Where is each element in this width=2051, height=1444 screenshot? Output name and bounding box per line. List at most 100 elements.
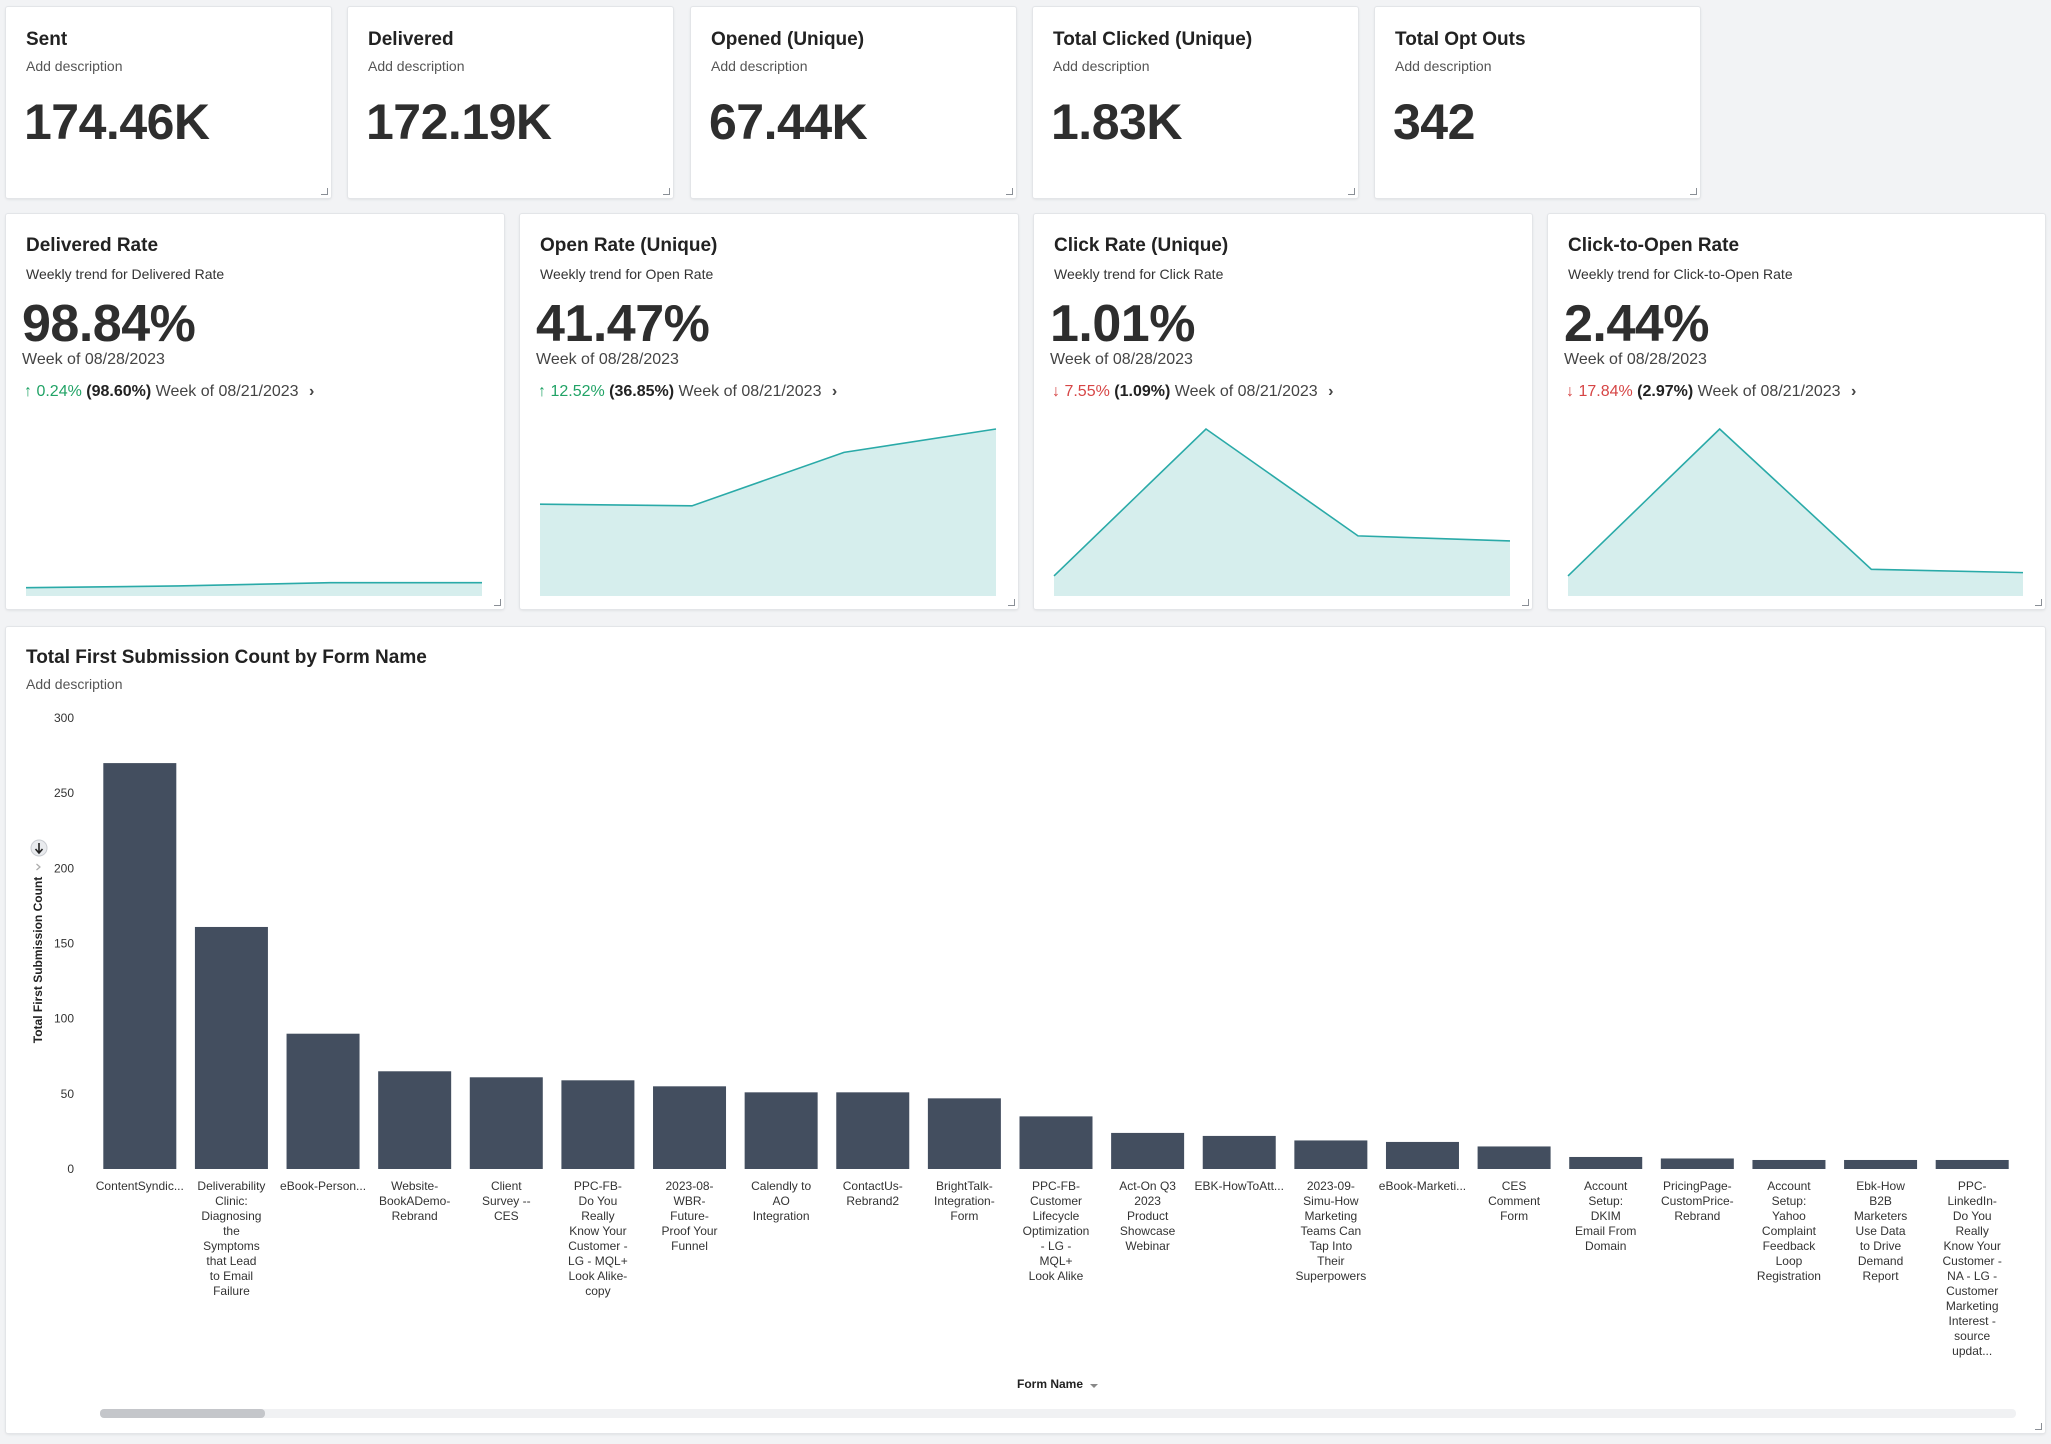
rate-previous-value: (36.85%) (609, 383, 675, 400)
resize-handle-icon[interactable] (321, 188, 328, 195)
kpi-value: 342 (1393, 94, 1475, 150)
kpi-title: Sent (26, 29, 68, 50)
rate-value: 1.01% (1050, 295, 1195, 353)
rate-card-click-to-open[interactable]: Click-to-Open Rate Weekly trend for Clic… (1548, 214, 2045, 609)
kpi-description[interactable]: Add description (1395, 58, 1492, 74)
chevron-right-icon[interactable]: › (831, 383, 838, 400)
bar[interactable] (1935, 1159, 2009, 1169)
rate-previous-value: (98.60%) (86, 383, 152, 400)
kpi-value: 172.19K (366, 94, 552, 150)
bar[interactable] (561, 1080, 635, 1169)
sparkline-area (1568, 429, 2023, 596)
kpi-card-opened[interactable]: Opened (Unique) Add description 67.44K (691, 7, 1016, 198)
sort-descending-icon[interactable] (30, 839, 48, 857)
rate-description: Weekly trend for Click-to-Open Rate (1568, 266, 1793, 282)
sparkline-area (540, 429, 996, 596)
kpi-description[interactable]: Add description (368, 58, 465, 74)
sparkline-chart (25, 581, 483, 596)
kpi-title: Total Opt Outs (1395, 29, 1526, 50)
bar[interactable] (1752, 1159, 1826, 1169)
bar[interactable] (1844, 1159, 1918, 1169)
bar-chart-panel[interactable]: Total First Submission Count by Form Nam… (6, 627, 2045, 1433)
rate-week: Week of 08/28/2023 (536, 351, 679, 368)
bar[interactable] (286, 1033, 360, 1169)
bar[interactable] (927, 1098, 1001, 1169)
bar[interactable] (1477, 1146, 1551, 1169)
rate-value: 98.84% (22, 295, 196, 353)
resize-handle-icon[interactable] (494, 599, 501, 606)
bar[interactable] (1202, 1135, 1276, 1169)
rate-week: Week of 08/28/2023 (1050, 351, 1193, 368)
rate-title: Delivered Rate (26, 235, 159, 256)
arrow-up-icon: ↑ (538, 383, 546, 400)
resize-handle-icon[interactable] (2035, 1423, 2042, 1430)
kpi-card-total-clicked[interactable]: Total Clicked (Unique) Add description 1… (1033, 7, 1358, 198)
resize-handle-icon[interactable] (663, 188, 670, 195)
rate-previous-value: (1.09%) (1114, 383, 1171, 400)
rate-change: 17.84% (1578, 383, 1633, 400)
bar[interactable] (1019, 1116, 1093, 1169)
kpi-description[interactable]: Add description (1053, 58, 1150, 74)
rate-title: Click Rate (Unique) (1054, 235, 1229, 256)
sparkline-chart (1053, 427, 1511, 596)
sparkline-chart (1567, 427, 2024, 596)
chevron-right-icon[interactable]: › (1851, 383, 1857, 400)
rate-previous-week: Week of 08/21/2023 (678, 383, 822, 400)
rate-change: 0.24% (36, 383, 82, 400)
rate-card-delivered[interactable]: Delivered Rate Weekly trend for Delivere… (6, 214, 504, 609)
bar-panel-description[interactable]: Add description (26, 676, 123, 692)
kpi-value: 67.44K (709, 94, 868, 150)
rate-previous-value: (2.97%) (1637, 383, 1694, 400)
rate-comparison[interactable]: ↑ 12.52% (36.85%) Week of 08/21/2023 › (538, 383, 837, 401)
bar[interactable] (653, 1086, 727, 1169)
bar[interactable] (1660, 1158, 1734, 1169)
kpi-description[interactable]: Add description (711, 58, 808, 74)
rate-card-click[interactable]: Click Rate (Unique) Weekly trend for Cli… (1034, 214, 1532, 609)
bar-panel-title: Total First Submission Count by Form Nam… (26, 647, 427, 668)
rate-week: Week of 08/28/2023 (1564, 351, 1707, 368)
bar[interactable] (469, 1077, 543, 1169)
kpi-title: Total Clicked (Unique) (1053, 29, 1253, 50)
chevron-right-icon[interactable]: › (1328, 383, 1334, 400)
rate-comparison[interactable]: ↑ 0.24% (98.60%) Week of 08/21/2023 › (24, 383, 314, 401)
bar[interactable] (1294, 1140, 1368, 1169)
bar[interactable] (1569, 1156, 1643, 1169)
kpi-value: 174.46K (24, 94, 210, 150)
sparkline-area (26, 582, 482, 596)
rate-week: Week of 08/28/2023 (22, 351, 165, 368)
bar[interactable] (378, 1071, 452, 1169)
rate-comparison[interactable]: ↓ 7.55% (1.09%) Week of 08/21/2023 › (1052, 383, 1333, 401)
rate-previous-week: Week of 08/21/2023 (1174, 383, 1318, 400)
bar[interactable] (836, 1092, 910, 1169)
kpi-card-opt-outs[interactable]: Total Opt Outs Add description 342 (1375, 7, 1700, 198)
kpi-card-delivered[interactable]: Delivered Add description 172.19K (348, 7, 673, 198)
resize-handle-icon[interactable] (1690, 188, 1697, 195)
resize-handle-icon[interactable] (1006, 188, 1013, 195)
rate-value: 2.44% (1564, 295, 1709, 353)
sparkline-line (1567, 427, 2024, 577)
bar[interactable] (1385, 1141, 1459, 1169)
kpi-card-sent[interactable]: Sent Add description 174.46K (6, 7, 331, 198)
rate-description: Weekly trend for Delivered Rate (26, 266, 225, 282)
arrow-down-icon: ↓ (1052, 383, 1060, 400)
bar[interactable] (744, 1092, 818, 1169)
bar[interactable] (194, 926, 268, 1169)
rate-comparison[interactable]: ↓ 17.84% (2.97%) Week of 08/21/2023 › (1566, 383, 1856, 401)
sparkline-line (1053, 427, 1511, 577)
resize-handle-icon[interactable] (1522, 599, 1529, 606)
rate-card-open[interactable]: Open Rate (Unique) Weekly trend for Open… (520, 214, 1018, 609)
kpi-title: Delivered (368, 29, 454, 50)
chevron-right-icon[interactable]: › (309, 383, 315, 400)
arrow-down-icon: ↓ (1566, 383, 1574, 400)
bar[interactable] (1111, 1132, 1185, 1169)
resize-handle-icon[interactable] (1008, 599, 1015, 606)
resize-handle-icon[interactable] (2035, 599, 2042, 606)
resize-handle-icon[interactable] (1348, 188, 1355, 195)
kpi-description[interactable]: Add description (26, 58, 123, 74)
arrow-up-icon: ↑ (24, 383, 32, 400)
rate-description: Weekly trend for Open Rate (540, 266, 714, 282)
kpi-title: Opened (Unique) (711, 29, 865, 50)
scrollbar-thumb[interactable] (100, 1409, 265, 1418)
bar[interactable] (103, 763, 177, 1169)
rate-title: Click-to-Open Rate (1568, 235, 1740, 256)
